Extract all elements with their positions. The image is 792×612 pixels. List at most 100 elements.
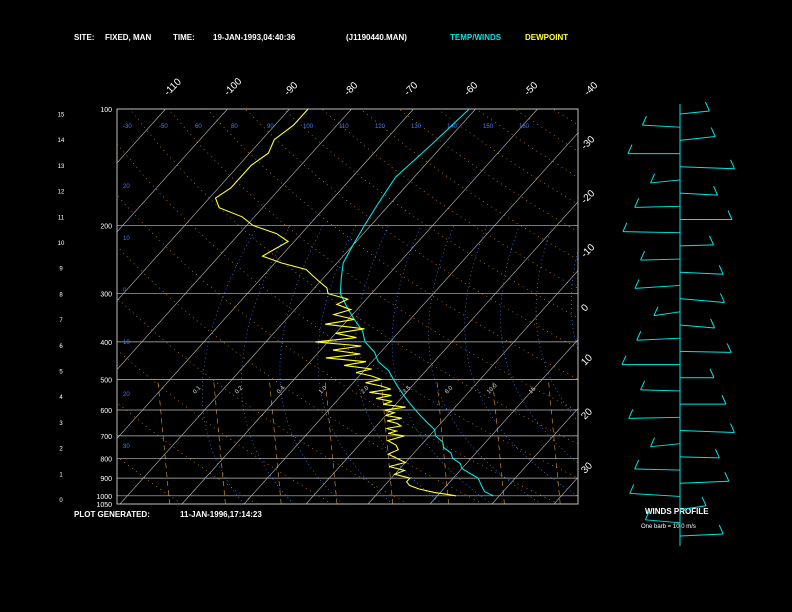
wind-barb bbox=[653, 311, 681, 317]
isotherm-line bbox=[367, 270, 578, 504]
wind-barb-flag bbox=[641, 115, 647, 126]
wind-barb bbox=[679, 244, 714, 247]
isotherm-top-label: -60 bbox=[462, 80, 480, 98]
adiabat-label: 80 bbox=[231, 124, 238, 130]
mixing-ratio-line bbox=[157, 379, 170, 504]
profile-series bbox=[214, 109, 494, 497]
moist-adiabat-line bbox=[201, 225, 258, 504]
dry-adiabat-line bbox=[129, 109, 578, 445]
height-tick-label: 1 bbox=[59, 472, 63, 478]
isotherm-line bbox=[117, 109, 352, 371]
wind-barb-flag bbox=[644, 510, 650, 521]
wind-barb bbox=[622, 231, 681, 234]
pressure-tick-label: 700 bbox=[100, 434, 112, 441]
wind-barb-flag bbox=[627, 144, 633, 154]
legend-temp: TEMP/WINDS bbox=[450, 33, 502, 42]
wind-barb bbox=[634, 468, 681, 471]
wind-barb-flag bbox=[726, 343, 732, 353]
isotherm-right-label: 20 bbox=[579, 406, 595, 422]
dry-adiabats bbox=[117, 109, 578, 504]
height-tick-label: 6 bbox=[59, 344, 63, 350]
wind-barb-flag bbox=[730, 159, 735, 170]
wind-barb-flag bbox=[709, 368, 715, 378]
time-value: 19-JAN-1993,04:40:36 bbox=[213, 33, 296, 42]
wind-barb-flag bbox=[704, 101, 710, 112]
wind-barb bbox=[650, 179, 681, 184]
isotherm-line bbox=[117, 109, 414, 439]
pressure-tick-label: 300 bbox=[100, 292, 112, 299]
wind-barb bbox=[679, 271, 724, 275]
mixing-ratio-line bbox=[436, 379, 449, 504]
wind-barb-flag bbox=[719, 293, 725, 303]
isotherm-line bbox=[616, 109, 792, 504]
pressure-tick-label: 600 bbox=[100, 408, 112, 415]
site-value: FIXED, MAN bbox=[105, 33, 151, 42]
wind-barb bbox=[645, 519, 681, 524]
pressure-tick-label: 1050 bbox=[96, 502, 112, 509]
winds-barb-note: One barb = 10.0 m/s bbox=[641, 524, 696, 530]
wind-barb-flag bbox=[718, 265, 724, 275]
wind-barb-flag bbox=[713, 185, 719, 196]
moist-adiabat-line bbox=[464, 225, 578, 497]
dewpoint-line bbox=[214, 109, 457, 497]
wind-barb-flag bbox=[634, 459, 640, 470]
height-tick-label: 11 bbox=[58, 215, 65, 221]
plot-generated-label: PLOT GENERATED: bbox=[74, 510, 150, 519]
isotherm-line bbox=[117, 109, 228, 233]
height-tick-label: 5 bbox=[59, 370, 63, 376]
adiabat-label: 60 bbox=[195, 124, 202, 130]
pressure-tick-label: 400 bbox=[100, 340, 112, 347]
moist-adiabat-line bbox=[535, 225, 578, 422]
wind-barb bbox=[640, 389, 681, 392]
moist-adiabat-line bbox=[241, 225, 294, 504]
adiabat-label: 120 bbox=[375, 124, 386, 130]
moist-adiabat-line bbox=[500, 225, 578, 464]
mixing-ratio-line bbox=[604, 379, 616, 504]
pressure-tick-label: 800 bbox=[100, 456, 112, 463]
plot-generated-value: 11-JAN-1996,17:14:23 bbox=[180, 510, 262, 519]
wind-barb-flag bbox=[718, 524, 724, 535]
wind-barb bbox=[628, 416, 681, 419]
isotherm-top-label: -100 bbox=[222, 76, 244, 98]
temperature-line bbox=[339, 109, 494, 497]
wind-barb bbox=[634, 284, 681, 289]
wind-barb-flag bbox=[701, 496, 707, 506]
wind-barb-flag bbox=[710, 318, 716, 329]
height-tick-label: 4 bbox=[59, 395, 63, 401]
plot-frame bbox=[116, 108, 579, 505]
adiabat-label: 130 bbox=[411, 124, 422, 130]
isotherm-line bbox=[119, 109, 476, 504]
isotherm-right-label: 0 bbox=[579, 302, 591, 314]
wind-barb-flag bbox=[621, 355, 627, 365]
wind-barb bbox=[679, 480, 729, 484]
mixing-ratio-line bbox=[492, 379, 505, 504]
wind-barb-flag bbox=[628, 409, 634, 419]
adiabat-label: 90 bbox=[267, 124, 274, 130]
isotherm-top-label: -50 bbox=[522, 80, 540, 98]
dry-adiabat-line bbox=[206, 109, 578, 380]
mixing-ratio-label: 1.0 bbox=[318, 385, 329, 396]
wind-barb bbox=[679, 430, 735, 434]
mixing-ratio-label: 0.1 bbox=[192, 385, 203, 396]
moist-adiabat-line bbox=[391, 225, 493, 504]
left-scale-label: 10 bbox=[123, 236, 130, 242]
wind-barb bbox=[679, 166, 735, 170]
pressure-tick-label: 500 bbox=[100, 377, 112, 384]
isotherm-line bbox=[740, 109, 792, 504]
wind-barb-flag bbox=[634, 279, 640, 289]
height-tick-label: 7 bbox=[59, 318, 63, 324]
wind-barb-flag bbox=[714, 448, 720, 459]
isotherm-right-label: -10 bbox=[579, 242, 597, 260]
left-scale-label: 10 bbox=[123, 340, 130, 346]
height-tick-label: 14 bbox=[58, 138, 65, 144]
isotherm-top-label: -110 bbox=[162, 76, 184, 98]
dry-adiabat-line bbox=[117, 402, 258, 504]
height-tick-label: 8 bbox=[59, 292, 63, 298]
isotherm-line bbox=[678, 109, 792, 504]
moist-adiabat-line bbox=[428, 225, 542, 504]
isotherms bbox=[117, 109, 792, 504]
wind-barb-flag bbox=[709, 235, 714, 246]
wind-barb bbox=[679, 505, 707, 511]
height-tick-label: 0 bbox=[59, 498, 63, 504]
